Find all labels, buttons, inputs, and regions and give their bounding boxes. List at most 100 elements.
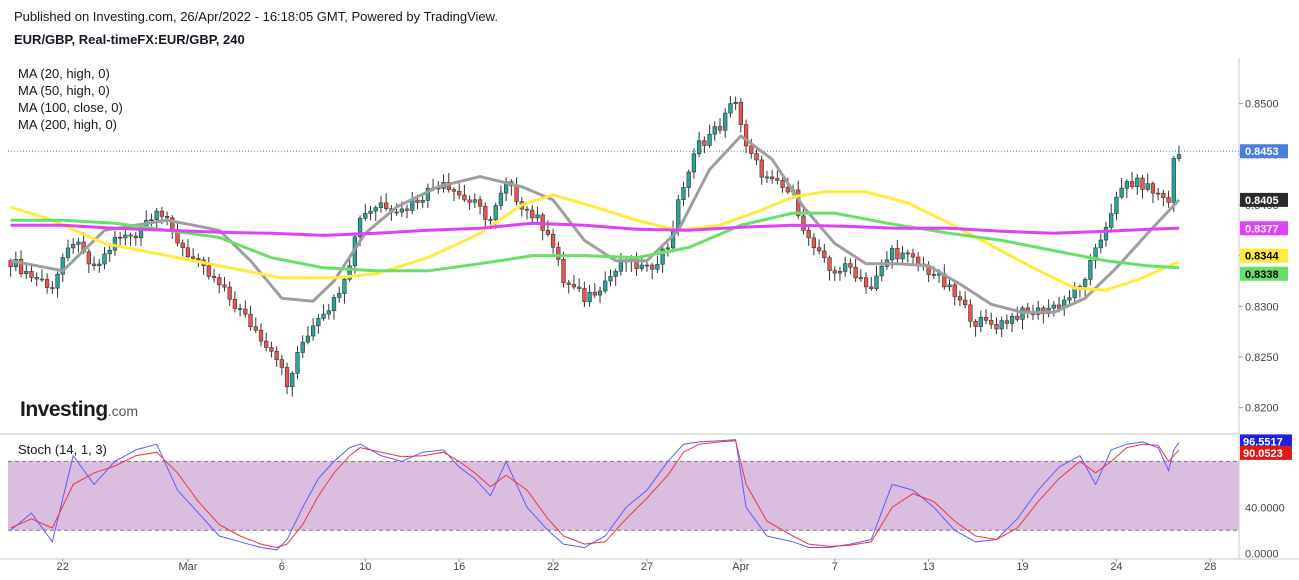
- candle-body: [290, 373, 295, 388]
- candle-body: [274, 350, 279, 360]
- candle-body: [780, 180, 785, 188]
- stoch-label-text-k: 96.5517: [1243, 436, 1283, 448]
- candle-body: [305, 335, 311, 343]
- candle-body: [112, 236, 118, 251]
- candle-body: [337, 293, 342, 298]
- stoch-tick-label: 0.0000: [1245, 548, 1279, 560]
- candle-body: [545, 230, 550, 235]
- candle-body: [467, 199, 472, 203]
- candle-body: [665, 247, 670, 250]
- price-label-ma50: [1240, 248, 1288, 263]
- candle-body: [50, 287, 55, 289]
- candle-body: [24, 271, 29, 274]
- candle-body: [592, 291, 597, 296]
- candle-body: [18, 259, 24, 274]
- candle-body: [994, 324, 999, 330]
- candle-body: [404, 208, 410, 211]
- candle-body: [196, 258, 201, 261]
- candle-body: [608, 276, 613, 282]
- candle-body: [118, 236, 123, 239]
- candle-body: [707, 133, 712, 146]
- time-tick-label: 6: [279, 561, 285, 573]
- candle-body: [29, 271, 34, 278]
- candle-body: [650, 264, 655, 270]
- candle-body: [853, 266, 858, 279]
- candle-body: [154, 210, 159, 220]
- candle-body: [989, 320, 994, 325]
- candle-body: [91, 263, 97, 266]
- candle-body: [1098, 239, 1103, 249]
- candle-body: [185, 247, 191, 258]
- candle-body: [879, 266, 884, 277]
- legend-ma20: MA (20, high, 0): [18, 66, 110, 81]
- candle-body: [639, 264, 644, 269]
- price-tick-label: 0.8250: [1245, 352, 1279, 364]
- candle-body: [1161, 192, 1166, 198]
- candle-body: [983, 317, 989, 321]
- candle-body: [311, 325, 316, 337]
- candle-body: [895, 248, 900, 260]
- candle-body: [264, 340, 269, 348]
- time-tick-label: 24: [1110, 561, 1122, 573]
- candle-body: [905, 252, 910, 255]
- candle-body: [295, 352, 300, 374]
- candle-body: [952, 284, 957, 297]
- candle-body: [1119, 187, 1124, 198]
- candles-group: [8, 95, 1182, 397]
- candle-body: [488, 219, 493, 221]
- time-tick-label: 7: [832, 561, 838, 573]
- candle-body: [571, 284, 577, 288]
- candle-body: [968, 304, 973, 322]
- symbol-title: EUR/GBP, Real-timeFX:EUR/GBP, 240: [14, 32, 245, 47]
- candle-body: [368, 210, 373, 214]
- candle-body: [587, 291, 592, 303]
- candle-body: [681, 187, 686, 200]
- candle-body: [211, 275, 217, 279]
- candle-body: [550, 234, 556, 248]
- candle-body: [269, 347, 274, 352]
- stochastic-legend: Stoch (14, 1, 3): [18, 442, 107, 457]
- candle-body: [686, 171, 691, 188]
- stoch-label-text-d: 90.0523: [1243, 448, 1283, 460]
- candle-body: [874, 275, 879, 289]
- candle-body: [248, 313, 253, 327]
- candle-body: [759, 159, 764, 178]
- candle-body: [1150, 183, 1156, 194]
- candle-body: [1009, 315, 1015, 324]
- candle-body: [712, 126, 717, 135]
- candle-body: [451, 189, 457, 192]
- ma-line-ma50: [10, 190, 1180, 292]
- candle-body: [321, 313, 326, 319]
- candle-body: [728, 103, 733, 114]
- candle-body: [415, 199, 420, 203]
- candle-body: [931, 274, 936, 276]
- candle-body: [394, 211, 399, 214]
- candle-body: [222, 284, 227, 288]
- candle-body: [76, 241, 81, 245]
- time-tick-label: 22: [547, 561, 559, 573]
- candle-body: [754, 153, 759, 161]
- candle-body: [357, 217, 363, 238]
- candle-body: [1145, 183, 1150, 190]
- candle-body: [973, 320, 978, 327]
- candle-body: [284, 367, 290, 388]
- candle-body: [947, 284, 952, 288]
- candle-body: [363, 213, 368, 219]
- candle-body: [300, 341, 305, 353]
- candle-body: [806, 230, 811, 239]
- ma-line-ma20: [10, 134, 1181, 314]
- candle-body: [764, 176, 770, 179]
- candle-body: [316, 318, 321, 327]
- candle-body: [1166, 197, 1171, 203]
- candle-body: [957, 296, 963, 301]
- candle-body: [420, 200, 425, 203]
- candle-body: [733, 101, 738, 105]
- candle-body: [822, 250, 827, 259]
- candle-body: [342, 278, 347, 294]
- candle-body: [399, 208, 404, 213]
- candle-body: [837, 271, 843, 274]
- candle-body: [373, 207, 378, 212]
- candle-body: [1093, 247, 1098, 261]
- candle-body: [384, 202, 389, 209]
